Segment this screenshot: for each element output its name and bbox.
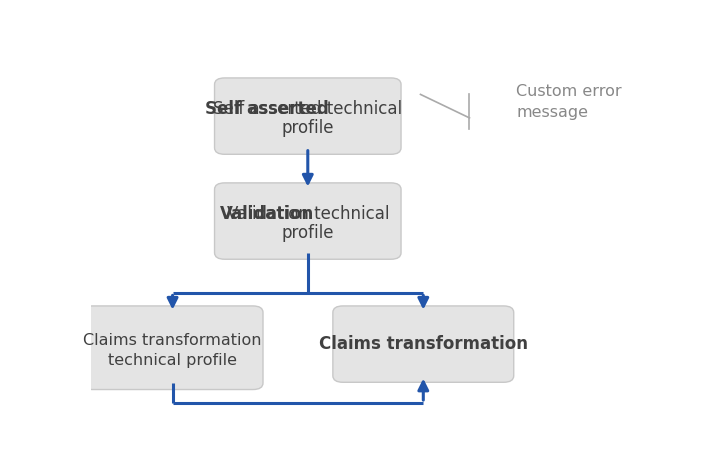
Text: Validation: Validation bbox=[220, 205, 314, 223]
FancyBboxPatch shape bbox=[214, 183, 401, 259]
FancyBboxPatch shape bbox=[82, 306, 263, 390]
Text: Custom error
message: Custom error message bbox=[516, 84, 622, 120]
FancyBboxPatch shape bbox=[333, 306, 514, 382]
Text: profile: profile bbox=[281, 119, 334, 138]
Text: technical profile: technical profile bbox=[108, 352, 237, 368]
Text: Validation technical: Validation technical bbox=[227, 205, 389, 223]
FancyBboxPatch shape bbox=[214, 78, 401, 154]
Text: Self asserted: Self asserted bbox=[205, 100, 329, 118]
Text: Self asserted technical: Self asserted technical bbox=[213, 100, 402, 118]
Text: profile: profile bbox=[281, 225, 334, 243]
Text: Claims transformation: Claims transformation bbox=[319, 335, 528, 353]
Text: Claims transformation: Claims transformation bbox=[84, 333, 262, 348]
